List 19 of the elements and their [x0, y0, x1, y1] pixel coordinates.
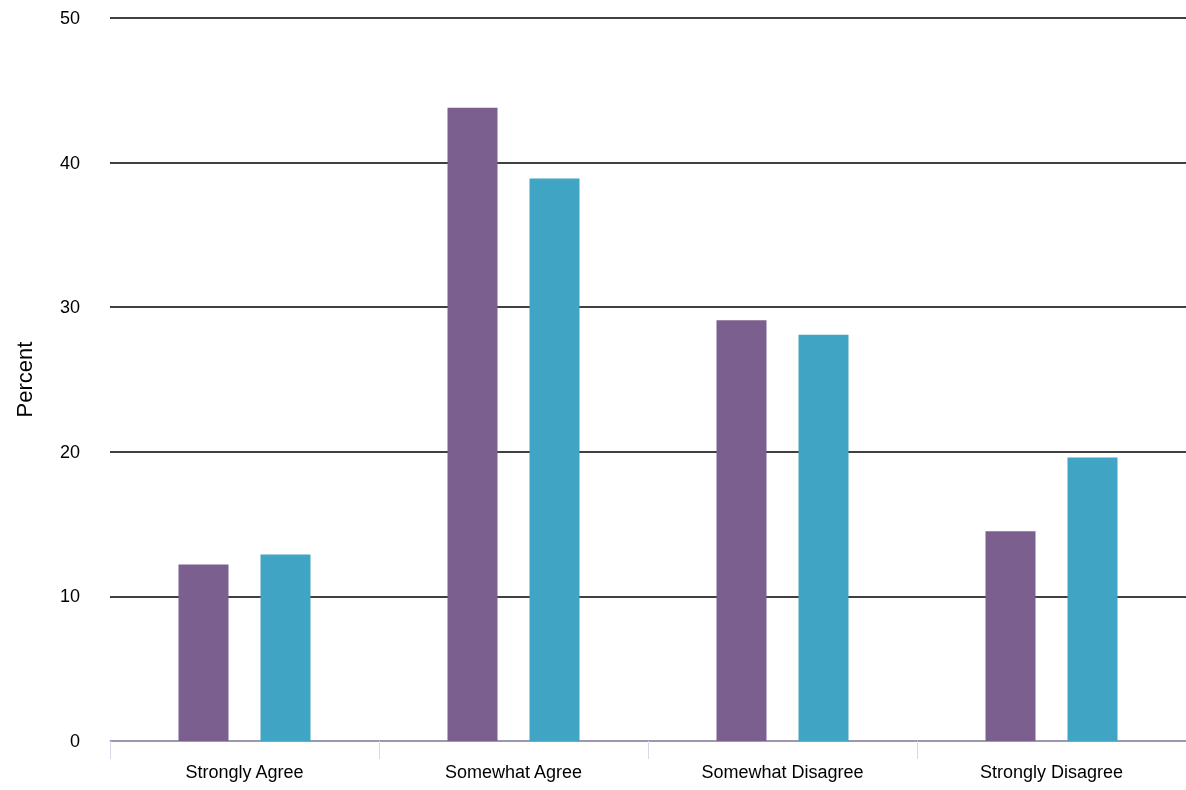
y-tick-label: 10 [59, 586, 80, 607]
bar [985, 531, 1036, 741]
y-tick-label: 30 [59, 297, 80, 318]
bar [716, 320, 767, 741]
y-tick-label: 0 [69, 731, 80, 751]
bar [529, 178, 580, 741]
bar [447, 107, 498, 741]
x-tick-label: Somewhat Disagree [701, 762, 864, 782]
bar [1067, 457, 1118, 741]
y-tick-label: 50 [59, 8, 80, 28]
y-axis-title: Percent [11, 341, 37, 418]
x-tick-label: Strongly Agree [185, 762, 304, 782]
y-tick-label: 20 [59, 441, 80, 462]
x-tick-label: Strongly Disagree [979, 762, 1124, 782]
y-tick-label: 40 [59, 152, 80, 173]
x-tick-label: Somewhat Agree [444, 762, 583, 782]
bar [798, 334, 849, 741]
bar [178, 564, 229, 741]
bar [260, 554, 311, 741]
